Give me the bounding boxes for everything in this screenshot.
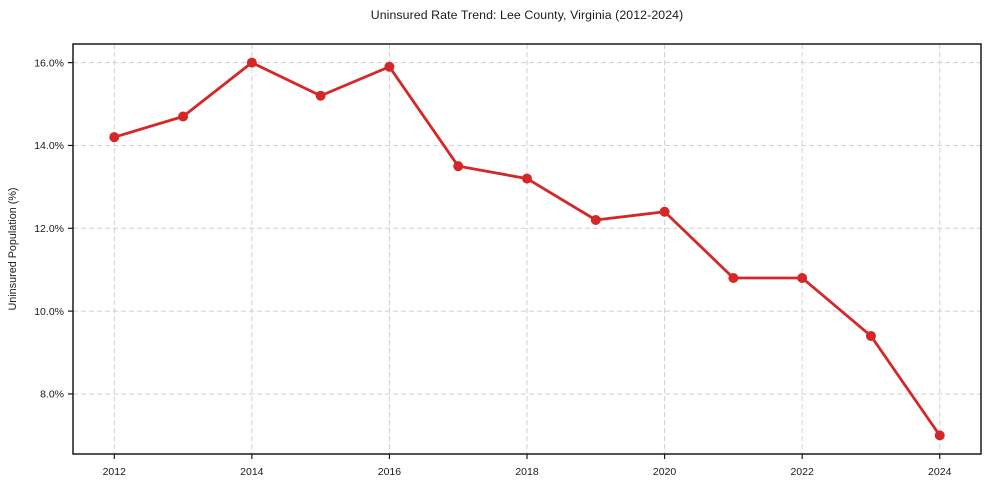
x-tick-label-2016: 2016	[378, 466, 402, 478]
y-tick-label-16.0%: 16.0%	[34, 57, 64, 69]
x-tick-label-2024: 2024	[928, 466, 952, 478]
x-tick-label-2012: 2012	[103, 466, 127, 478]
data-point-2022	[797, 272, 808, 283]
data-point-2020	[659, 206, 670, 217]
y-tick-label-12.0%: 12.0%	[34, 223, 64, 235]
plot-border	[72, 43, 982, 455]
y-tick-label-10.0%: 10.0%	[34, 306, 64, 318]
x-tick-label-2018: 2018	[515, 466, 539, 478]
data-point-2017	[453, 161, 464, 172]
x-tick-label-2020: 2020	[653, 466, 677, 478]
data-point-2024	[934, 430, 945, 441]
data-point-2018	[522, 173, 532, 184]
y-tick-label-14.0%: 14.0%	[34, 140, 64, 152]
data-point-2023	[865, 330, 876, 341]
x-tick-label-2022: 2022	[790, 466, 814, 478]
x-tick-label-2014: 2014	[240, 466, 264, 478]
data-point-2021	[728, 272, 739, 283]
y-axis-label: Uninsured Population (%)	[7, 187, 19, 311]
data-point-2014	[246, 57, 257, 68]
chart-title: Uninsured Rate Trend: Lee County, Virgin…	[370, 8, 684, 22]
y-tick-label-8.0%: 8.0%	[40, 389, 64, 401]
data-point-2016	[384, 61, 395, 72]
data-point-2019	[590, 215, 601, 226]
data-point-2012	[109, 132, 120, 143]
data-point-2015	[315, 90, 326, 101]
data-point-2013	[178, 111, 189, 122]
